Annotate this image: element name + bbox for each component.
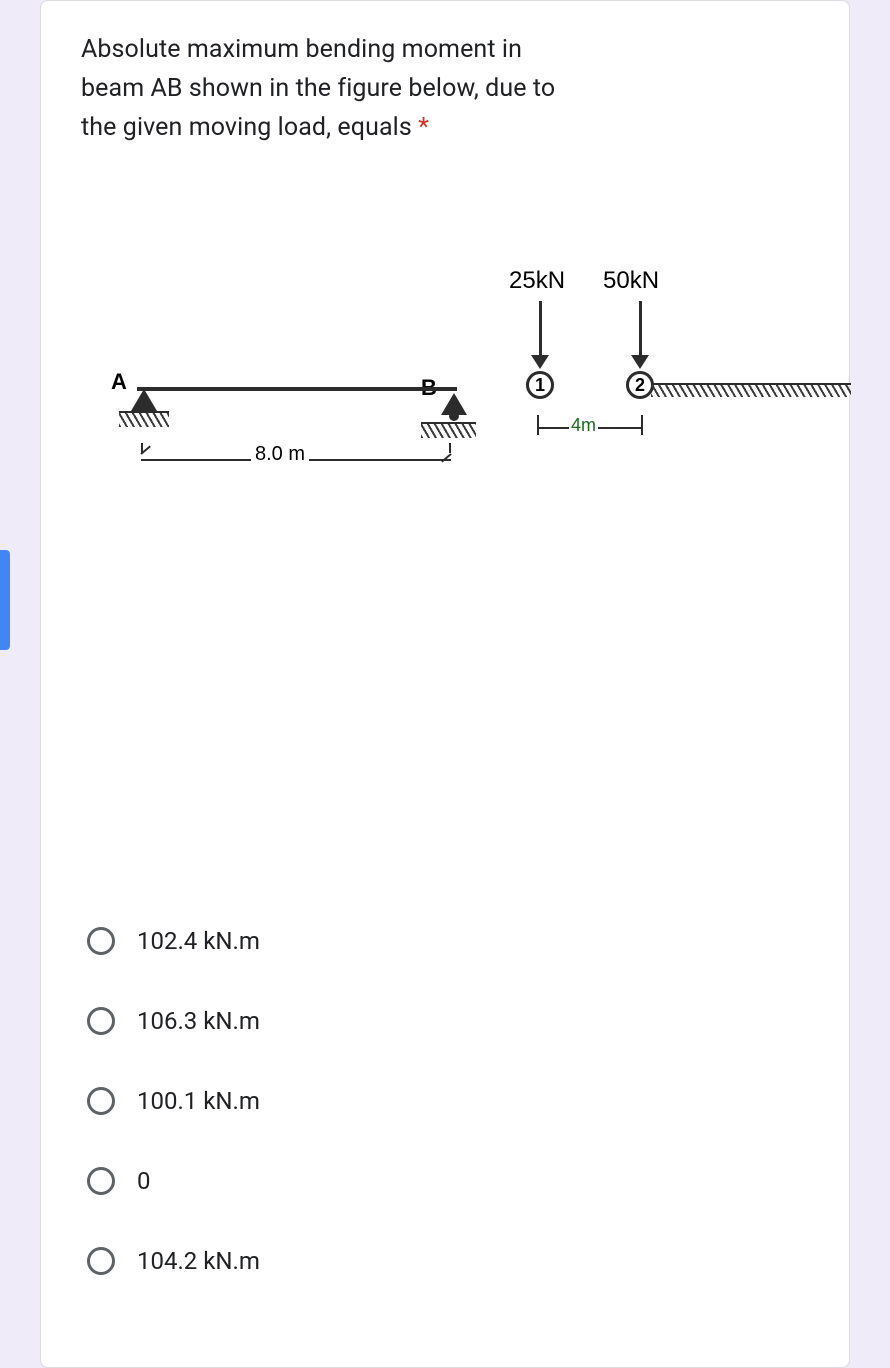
beam-line bbox=[137, 387, 457, 391]
option-4-label: 0 bbox=[137, 1167, 151, 1195]
question-line-1: Absolute maximum bending moment in bbox=[81, 35, 522, 64]
load-arrow-1-icon bbox=[539, 301, 542, 356]
question-line-3: the given moving load, equals bbox=[81, 113, 418, 142]
option-2[interactable]: 106.3 kN.m bbox=[87, 1007, 809, 1035]
load-spacing-tick-right bbox=[641, 415, 643, 435]
load-1-value: 25kN bbox=[509, 267, 565, 295]
load-arrowhead-2-icon bbox=[631, 355, 649, 369]
support-label-a: A bbox=[111, 369, 127, 395]
radio-icon[interactable] bbox=[87, 1247, 115, 1275]
option-1[interactable]: 102.4 kN.m bbox=[87, 927, 809, 955]
dimension-tick-right bbox=[449, 443, 451, 453]
radio-icon[interactable] bbox=[87, 1087, 115, 1115]
wheel-1-icon: 1 bbox=[526, 371, 554, 399]
ground-hatch-b-icon bbox=[421, 422, 476, 438]
option-1-label: 102.4 kN.m bbox=[137, 927, 260, 955]
load-spacing-label: 4m bbox=[569, 415, 598, 436]
wheel-2-icon: 2 bbox=[626, 371, 654, 399]
span-dimension-label: 8.0 m bbox=[251, 443, 309, 466]
load-arrowhead-1-icon bbox=[531, 355, 549, 369]
radio-icon[interactable] bbox=[87, 1167, 115, 1195]
option-3-label: 100.1 kN.m bbox=[137, 1087, 260, 1115]
load-2-value: 50kN bbox=[603, 267, 659, 295]
radio-icon[interactable] bbox=[87, 1007, 115, 1035]
dimension-hook-right-icon bbox=[441, 453, 451, 462]
option-2-label: 106.3 kN.m bbox=[137, 1007, 260, 1035]
required-asterisk: * bbox=[418, 113, 429, 142]
option-5-label: 104.2 kN.m bbox=[137, 1247, 260, 1275]
load-arrow-2-icon bbox=[639, 301, 642, 356]
roller-dot-icon bbox=[449, 411, 459, 421]
pin-support-a-icon bbox=[131, 389, 157, 411]
question-card: Absolute maximum bending moment in beam … bbox=[40, 0, 850, 1368]
ground-hatch-a-icon bbox=[119, 411, 169, 427]
option-3[interactable]: 100.1 kN.m bbox=[87, 1087, 809, 1115]
figure-area: A B 8.0 m 25kN 50kN 1 2 bbox=[81, 217, 809, 567]
card-accent-bar bbox=[0, 550, 10, 650]
option-5[interactable]: 104.2 kN.m bbox=[87, 1247, 809, 1275]
option-4[interactable]: 0 bbox=[87, 1167, 809, 1195]
vehicle-body-icon bbox=[651, 383, 851, 397]
question-text: Absolute maximum bending moment in beam … bbox=[81, 31, 809, 147]
options-group: 102.4 kN.m 106.3 kN.m 100.1 kN.m 0 104.2… bbox=[81, 927, 809, 1275]
question-line-2: beam AB shown in the figure below, due t… bbox=[81, 74, 555, 103]
load-spacing-tick-left bbox=[537, 415, 539, 435]
radio-icon[interactable] bbox=[87, 927, 115, 955]
